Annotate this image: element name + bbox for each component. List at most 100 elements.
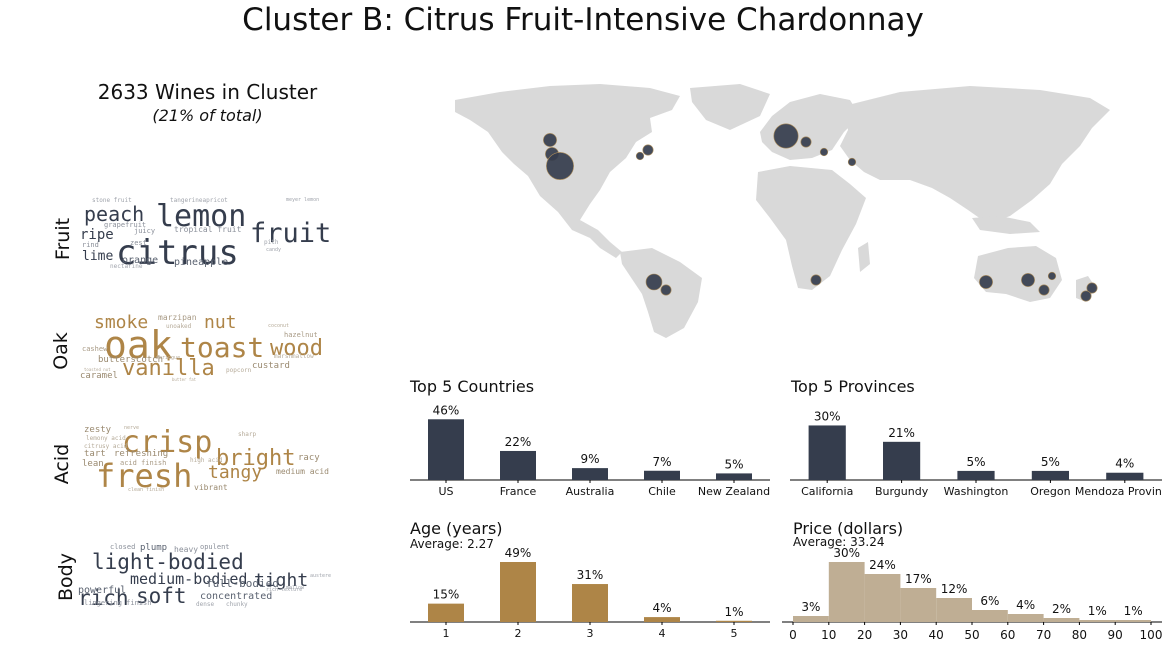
wordcloud-word: acid finish	[120, 459, 167, 467]
price-chart-title: Price (dollars)	[793, 519, 904, 538]
bar	[644, 470, 680, 480]
bar	[808, 425, 846, 480]
wordcloud-word: stone fruit	[92, 197, 132, 204]
x-tick-label: 70	[1036, 628, 1051, 642]
x-tick-label: Mendoza Province	[1075, 485, 1162, 498]
wordcloud-word: plump	[140, 543, 168, 553]
category-label-fruit: Fruit	[52, 217, 75, 261]
bar	[936, 598, 972, 622]
wordcloud-word: dense	[196, 601, 215, 608]
wordcloud-word: nerve	[124, 425, 140, 431]
map-bubble	[773, 123, 799, 149]
wordcloud-word: tangy	[208, 462, 263, 483]
wordcloud-word: toasted nut	[84, 367, 111, 372]
price-chart-subtitle: Average: 33.24	[793, 535, 885, 549]
bar	[900, 588, 937, 622]
age-chart-title: Age (years)	[410, 519, 503, 538]
page-title: Cluster B: Citrus Fruit-Intensive Chardo…	[242, 2, 924, 38]
bar	[500, 450, 536, 480]
wordcloud-word: pith	[264, 239, 279, 246]
bar	[1007, 614, 1044, 622]
provinces-bar-chart: 30% California 21% Burgundy 5% Washington 5% Or…	[790, 409, 1162, 498]
wordcloud-word: rich	[78, 586, 129, 610]
map-bubble	[810, 274, 822, 286]
wordcloud-word: peach	[84, 202, 145, 226]
wordcloud-word: coconut	[268, 323, 290, 329]
countries-bar-chart: 46% US 22% France 9% Australia 7% Chile 5% New Ze…	[410, 403, 770, 498]
bar	[1031, 470, 1069, 480]
bar	[972, 610, 1008, 622]
wordcloud-word: orange	[122, 255, 159, 266]
x-tick-label: 20	[857, 628, 872, 642]
bar-value-label: 22%	[505, 435, 532, 449]
bar-value-label: 1%	[1088, 604, 1107, 618]
map-bubble	[642, 144, 654, 156]
cluster-count: 2633 Wines in Cluster	[97, 80, 318, 104]
wordcloud-word: lingering finish	[84, 599, 152, 607]
wordcloud-word: lean	[82, 459, 104, 469]
wordcloud-word: lemon	[156, 199, 247, 234]
x-tick-label: Washington	[944, 485, 1009, 498]
wordcloud-word: tart	[84, 449, 106, 459]
wordcloud-word: medium acid	[276, 467, 329, 476]
x-tick-label: 2	[515, 627, 522, 640]
wordcloud-word: soft	[136, 584, 187, 608]
bar	[500, 562, 536, 622]
bar-value-label: 7%	[652, 455, 671, 469]
wordcloud-fruit: citrus lemon fruit peach ripe lime orange pinea…	[78, 197, 338, 300]
wordcloud-word: popcorn	[226, 367, 252, 374]
wordcloud-word: butterscotch	[98, 355, 164, 365]
wordcloud-word: juicy	[134, 227, 156, 235]
bar	[793, 616, 829, 622]
wordcloud-word: concentrated	[200, 591, 273, 602]
x-tick-label: 80	[1072, 628, 1087, 642]
x-tick-label: 100	[1140, 628, 1162, 642]
x-tick-label: 5	[731, 627, 738, 640]
countries-chart-title: Top 5 Countries	[410, 377, 535, 396]
wordcloud-word: rich texture	[266, 587, 303, 593]
wordcloud-word: crisp	[122, 425, 213, 460]
bar-value-label: 2%	[1052, 602, 1071, 616]
wordcloud-word: high acid	[190, 457, 223, 464]
wordcloud-word: chunky	[226, 601, 248, 608]
x-tick-label: Burgundy	[875, 485, 929, 498]
map-bubble	[1047, 271, 1057, 281]
bar-value-label: 49%	[505, 546, 532, 560]
bar-value-label: 5%	[966, 455, 985, 469]
bar	[572, 584, 608, 622]
wordcloud-word: lemony acid	[86, 435, 126, 442]
bar-value-label: 4%	[1016, 598, 1035, 612]
bar	[1079, 620, 1116, 622]
bar-value-label: 1%	[724, 605, 743, 619]
bar-value-label: 15%	[433, 588, 460, 602]
wordcloud-word: zesty	[84, 425, 112, 435]
wordcloud-word: medium-bodied	[130, 570, 248, 588]
bar	[883, 441, 921, 480]
wordcloud-word: tangerineapricot	[170, 197, 228, 204]
bar-value-label: 1%	[1124, 604, 1143, 618]
bar-value-label: 30%	[833, 546, 860, 560]
wordcloud-word: tropical fruit	[174, 225, 242, 234]
bar-value-label: 5%	[724, 457, 743, 471]
x-tick-label: New Zealand	[698, 485, 770, 498]
bar	[572, 468, 608, 480]
wordcloud-word: opulent	[200, 543, 230, 551]
wordcloud-word: sharp	[238, 431, 257, 438]
wordcloud-word: lime	[82, 249, 114, 264]
wordcloud-word: marzipan	[158, 313, 197, 322]
wordcloud-word: mellow	[286, 585, 305, 591]
x-tick-label: 60	[1000, 628, 1015, 642]
wordcloud-word: nectarine	[110, 263, 143, 270]
world-map	[455, 84, 1110, 338]
map-bubble	[645, 273, 663, 291]
map-bubble	[1080, 290, 1092, 302]
wordcloud-word: citrus	[116, 233, 239, 273]
x-tick-label: 90	[1108, 628, 1123, 642]
age-chart-subtitle: Average: 2.27	[410, 537, 494, 551]
wordcloud-word: bright	[216, 446, 296, 471]
wordcloud-word: clean finish	[128, 487, 165, 493]
category-label-body: Body	[54, 553, 77, 601]
price-histogram: 3% 30% 24% 17% 12% 6% 4% 2% 1% 1% 0 10 20 30 40 50 60 70 8…	[782, 546, 1162, 642]
x-tick-label: 40	[929, 628, 944, 642]
wordcloud-word: powerful	[78, 585, 127, 596]
